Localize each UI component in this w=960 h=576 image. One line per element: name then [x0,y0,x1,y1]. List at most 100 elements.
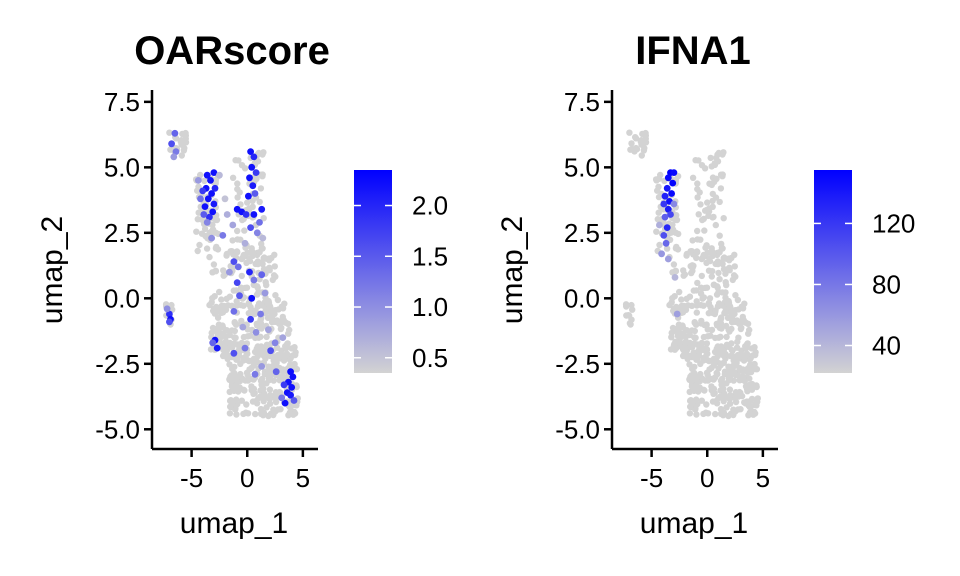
panel-1-x-axis-label: umap_1 [180,507,288,540]
cell-point [250,355,258,362]
expression-point [663,224,671,232]
cell-point [707,332,714,339]
cell-point [244,371,251,379]
cell-point [182,139,190,146]
cell-point [701,227,708,234]
cell-point [748,397,755,404]
cell-point [178,152,185,159]
colorbar-tick-label: 1.0 [412,292,448,322]
cell-point [628,140,635,147]
expression-point [226,268,233,276]
cell-point [229,174,237,181]
cell-point [705,301,713,308]
cell-point [235,157,242,164]
cell-point [237,360,244,368]
cell-point [754,398,761,406]
cell-point [633,145,641,153]
cell-point [233,382,240,389]
cell-point [672,267,679,274]
expression-point [660,232,668,239]
cell-point [691,363,698,371]
cell-point [743,350,751,357]
cell-point [291,410,299,417]
cell-point [709,252,716,260]
cell-point [254,258,262,265]
cell-point [206,253,213,261]
cell-point [203,245,211,252]
cell-point [717,320,725,327]
cell-point [172,135,180,142]
cell-point [271,251,278,258]
panel-1-x-ticks: -5 0 5 [180,449,310,493]
cell-point [689,237,696,244]
cell-point [194,247,201,255]
colorbar-tick-label: 120 [872,208,915,238]
cell-point [742,319,750,326]
cell-point [237,301,245,309]
cell-point [710,355,718,362]
cell-point [292,351,299,359]
panel-2-colorbar [814,170,852,373]
panel-1-colorbar-ticks: 0.5 1.0 1.5 2.0 [354,191,448,373]
cell-point [270,353,277,360]
cell-point [240,354,248,362]
cell-point [220,351,228,358]
cell-point [265,255,273,262]
cell-point [240,251,247,259]
expression-point [170,153,178,161]
cell-point [704,371,711,379]
cell-point [730,411,737,419]
cell-point [735,334,742,341]
expression-point [208,234,216,242]
expression-point [287,391,294,399]
cell-point [195,209,202,216]
cell-point [231,363,238,371]
cell-point [639,130,646,138]
cell-point [694,279,701,287]
expression-point [209,208,217,216]
cell-point [293,366,301,373]
cell-point [214,246,222,253]
cell-point [730,272,738,279]
cell-point [693,382,700,389]
cell-point [715,334,722,341]
cell-point [700,294,708,301]
expression-point [290,397,298,404]
y-tick-label: 5.0 [564,152,600,182]
cell-point [693,356,700,363]
cell-point [685,352,693,360]
expression-point [251,190,259,197]
cell-point [283,350,291,357]
y-tick-label: 0.0 [564,283,600,313]
panel-2-colorbar-ticks: 40 80 120 [814,208,915,361]
cell-point [698,162,706,169]
cell-point [266,386,274,393]
cell-point [266,400,274,407]
cell-point [698,397,705,404]
cell-point [705,310,712,317]
cell-point [692,321,700,328]
cell-point [270,272,278,279]
expression-point [241,344,249,352]
cell-point [712,308,719,315]
cell-point [201,225,209,233]
expression-point [671,274,679,281]
cell-point [702,377,709,384]
y-tick-label: 0.0 [104,283,140,313]
cell-point [695,388,702,395]
expression-point [200,211,208,218]
panel-2-highlighted-cells [656,169,681,318]
y-tick-label: -2.5 [555,349,600,379]
expression-point [194,177,202,184]
cell-point [694,194,701,201]
cell-point [691,327,698,335]
expression-point [168,140,176,148]
cell-point [627,146,634,153]
panel-2-cell-cloud [622,129,761,420]
expression-point [208,190,216,197]
cell-point [703,401,710,408]
cell-point [233,356,240,363]
expression-point [261,289,269,297]
cell-point [700,251,707,259]
cell-point [229,237,236,244]
